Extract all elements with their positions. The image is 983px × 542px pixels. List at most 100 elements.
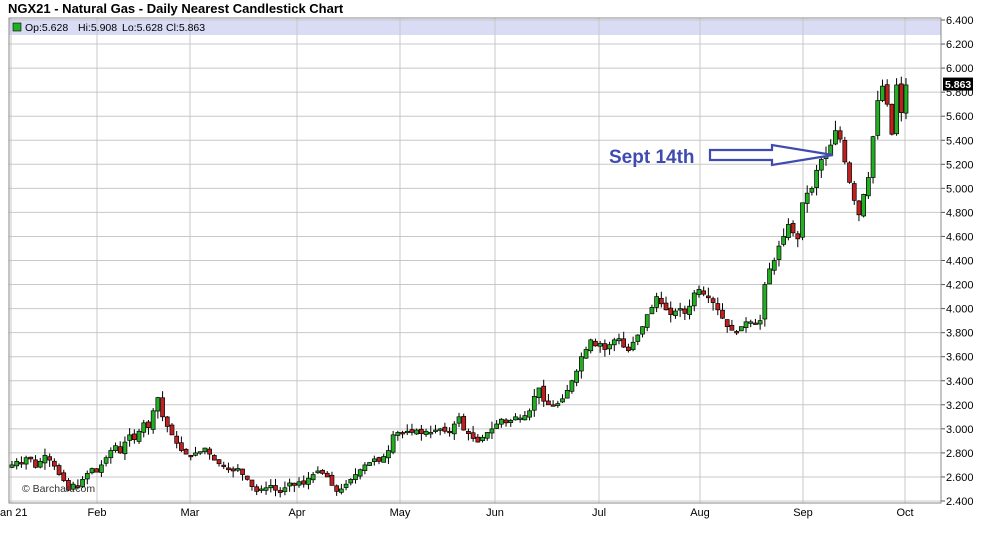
y-tick-label: 5.600	[946, 111, 974, 123]
candle-down	[28, 456, 34, 460]
candle-down	[447, 430, 452, 434]
candle-down	[602, 343, 608, 350]
candle-up	[560, 398, 565, 403]
y-tick-label: 6.200	[946, 39, 974, 51]
candle-up	[381, 456, 387, 463]
candle-up	[343, 483, 349, 488]
candle-down	[546, 400, 551, 406]
candle-up	[263, 487, 269, 491]
y-tick-label: 3.600	[946, 352, 974, 364]
grid-lines	[9, 18, 941, 503]
candle-up	[800, 202, 805, 238]
candle-down	[856, 200, 862, 216]
y-tick-label: 2.600	[946, 472, 974, 484]
candle-down	[682, 308, 688, 314]
x-tick-label: Sep	[793, 507, 813, 519]
candle-up	[437, 428, 443, 431]
candle-down	[466, 430, 471, 435]
candle-up	[480, 436, 485, 442]
candle-down	[753, 322, 758, 325]
candle-down	[795, 233, 801, 240]
candle-down	[724, 319, 730, 327]
candle-up	[786, 224, 791, 238]
candle-down	[400, 432, 405, 435]
candle-up	[23, 457, 29, 465]
candle-up	[268, 485, 274, 489]
candle-down	[146, 421, 151, 428]
candle-down	[183, 448, 189, 455]
candle-down	[188, 454, 194, 458]
candle-down	[301, 480, 307, 485]
candle-up	[9, 464, 15, 468]
candle-up	[306, 477, 311, 485]
candle-up	[433, 429, 438, 432]
candle-up	[259, 488, 264, 491]
candle-up	[644, 314, 650, 328]
candle-down	[541, 385, 547, 402]
candle-up	[809, 188, 815, 193]
candle-down	[334, 485, 340, 492]
candle-up	[531, 396, 537, 411]
candle-down	[329, 474, 335, 486]
candle-down	[626, 346, 631, 352]
candle-up	[84, 472, 90, 480]
candle-up	[611, 339, 617, 346]
candle-up	[875, 100, 881, 136]
candle-up	[691, 292, 697, 307]
candle-up	[569, 380, 575, 392]
candle-down	[254, 486, 260, 492]
candle-up	[315, 470, 321, 474]
y-tick-label: 3.800	[946, 328, 974, 340]
candle-down	[249, 479, 255, 487]
y-tick-label: 6.400	[946, 15, 974, 27]
ohlc-header-band	[9, 19, 941, 35]
chart-title: NGX21 - Natural Gas - Daily Nearest Cand…	[8, 1, 344, 16]
last-price-badge: 5.863	[943, 77, 973, 91]
candle-up	[583, 349, 589, 359]
candle-up	[103, 457, 109, 464]
candle-up	[743, 321, 749, 328]
candle-up	[80, 479, 85, 487]
candle-up	[371, 458, 377, 462]
candle-down	[790, 223, 796, 234]
candle-up	[522, 415, 528, 421]
candle-up	[630, 341, 636, 351]
candle-up	[339, 488, 344, 493]
candle-up	[894, 84, 899, 135]
candle-up	[673, 310, 678, 316]
candle-up	[193, 452, 198, 456]
arrow-icon	[708, 143, 834, 167]
candle-down	[409, 429, 415, 433]
candle-up	[414, 429, 420, 435]
candle-down	[461, 416, 467, 431]
y-tick-label: 3.400	[946, 376, 974, 388]
candle-down	[734, 331, 739, 334]
y-tick-label: 2.800	[946, 448, 974, 460]
candle-up	[235, 468, 241, 471]
candle-down	[621, 338, 627, 348]
candle-up	[89, 468, 95, 474]
candle-down	[56, 465, 62, 475]
candle-up	[767, 268, 772, 285]
candle-up	[880, 85, 885, 101]
candle-up	[748, 321, 754, 324]
candle-up	[489, 428, 495, 434]
x-tick-label: Oct	[896, 507, 913, 519]
candle-up	[635, 334, 641, 342]
candle-up	[687, 305, 692, 315]
candle-up	[828, 144, 834, 155]
x-tick-label: Jun	[486, 507, 504, 519]
candle-down	[593, 340, 598, 347]
candle-up	[150, 410, 156, 430]
candle-up	[517, 417, 523, 420]
candle-down	[720, 309, 725, 319]
candle-up	[833, 130, 838, 145]
candle-up	[122, 441, 128, 455]
candle-up	[818, 159, 824, 171]
candle-down	[837, 130, 843, 140]
y-tick-label: 3.200	[946, 400, 974, 412]
candle-down	[729, 324, 735, 331]
candle-up	[113, 445, 118, 452]
candle-up	[42, 454, 48, 464]
x-tick-label: May	[390, 507, 411, 519]
